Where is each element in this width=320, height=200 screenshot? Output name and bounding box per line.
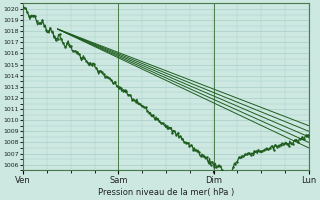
X-axis label: Pression niveau de la mer( hPa ): Pression niveau de la mer( hPa ): [98, 188, 234, 197]
